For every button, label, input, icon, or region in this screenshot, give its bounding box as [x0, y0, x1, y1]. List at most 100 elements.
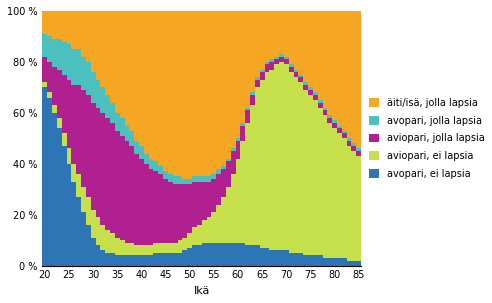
Bar [76, 49, 81, 85]
Bar [270, 250, 274, 266]
Bar [57, 11, 62, 39]
Bar [86, 62, 91, 95]
Bar [332, 128, 337, 258]
Legend: äiti/isä, jolla lapsia, avopari, jolla lapsia, aviopari, jolla lapsia, aviopari,: äiti/isä, jolla lapsia, avopari, jolla l… [369, 98, 485, 179]
Bar [42, 11, 47, 34]
Bar [313, 100, 318, 255]
Bar [216, 11, 221, 169]
Bar [139, 11, 144, 146]
Bar [149, 255, 154, 266]
Bar [308, 11, 313, 87]
Bar [91, 238, 95, 266]
Bar [332, 258, 337, 266]
Bar [120, 11, 124, 118]
Bar [52, 105, 57, 113]
Bar [139, 159, 144, 245]
Bar [42, 57, 47, 82]
Bar [270, 11, 274, 59]
Bar [47, 92, 52, 98]
Bar [236, 138, 241, 141]
Bar [86, 11, 91, 62]
Bar [105, 230, 110, 253]
Bar [274, 11, 279, 57]
Bar [86, 197, 91, 225]
Bar [274, 250, 279, 266]
Bar [255, 77, 260, 80]
Bar [318, 103, 322, 108]
Bar [255, 11, 260, 77]
Bar [342, 131, 347, 133]
Bar [318, 11, 322, 100]
Bar [95, 217, 100, 245]
Bar [192, 181, 197, 228]
Bar [303, 11, 308, 82]
Bar [270, 62, 274, 69]
Bar [356, 151, 361, 156]
Bar [270, 59, 274, 62]
Bar [192, 245, 197, 266]
Bar [91, 11, 95, 72]
Bar [342, 258, 347, 266]
Bar [342, 133, 347, 138]
Bar [207, 176, 212, 181]
Bar [226, 11, 231, 159]
Bar [216, 169, 221, 174]
Bar [163, 243, 168, 253]
Bar [351, 261, 356, 266]
Bar [47, 62, 52, 92]
Bar [129, 11, 134, 131]
Bar [294, 77, 298, 253]
Bar [298, 75, 303, 77]
Bar [351, 143, 356, 146]
Bar [216, 205, 221, 243]
Bar [129, 255, 134, 266]
Bar [337, 128, 342, 133]
Bar [86, 225, 91, 266]
Bar [236, 159, 241, 243]
Bar [144, 255, 149, 266]
Bar [308, 255, 313, 266]
Bar [95, 108, 100, 217]
Bar [265, 65, 270, 72]
Bar [241, 243, 245, 266]
Bar [250, 95, 255, 105]
Bar [120, 118, 124, 136]
Bar [212, 11, 216, 174]
Bar [52, 39, 57, 67]
Bar [173, 184, 178, 243]
Bar [81, 90, 86, 187]
Bar [197, 225, 202, 245]
Bar [144, 154, 149, 164]
Bar [284, 59, 289, 65]
Bar [129, 243, 134, 255]
Bar [47, 98, 52, 266]
Bar [192, 176, 197, 181]
Bar [115, 11, 120, 113]
Bar [163, 171, 168, 179]
Bar [57, 39, 62, 69]
Bar [66, 148, 71, 164]
Bar [284, 65, 289, 250]
Bar [95, 80, 100, 108]
Bar [187, 184, 192, 232]
Bar [274, 59, 279, 65]
Bar [212, 212, 216, 243]
Bar [197, 11, 202, 176]
Bar [221, 11, 226, 166]
Bar [168, 11, 173, 174]
Bar [255, 245, 260, 266]
Bar [95, 245, 100, 266]
Bar [173, 243, 178, 253]
Bar [115, 131, 120, 238]
Bar [139, 255, 144, 266]
Bar [279, 250, 284, 266]
Bar [342, 11, 347, 131]
Bar [100, 250, 105, 266]
Bar [241, 11, 245, 123]
Bar [279, 57, 284, 62]
Bar [178, 176, 183, 184]
Bar [115, 255, 120, 266]
Bar [308, 95, 313, 255]
Bar [183, 11, 187, 179]
Bar [100, 87, 105, 113]
